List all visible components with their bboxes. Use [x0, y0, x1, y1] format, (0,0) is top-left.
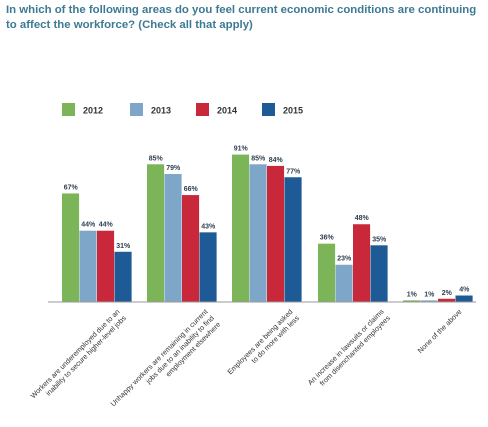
data-label-2014-cat5: 2% [442, 290, 453, 297]
data-label-2013-cat1: 44% [81, 222, 96, 229]
bar-2013-cat5 [420, 300, 438, 302]
bar-2012-cat2 [147, 164, 165, 302]
category-label-4-line-1: An increase in lawsuits or claims [306, 307, 386, 387]
bar-2013-cat1 [79, 230, 97, 302]
data-label-2014-cat1: 44% [99, 222, 114, 229]
category-label-2-line-2: jobs due to an inability to find [143, 314, 216, 387]
legend: 2012 2013 2014 2015 [62, 103, 303, 116]
data-label-2012-cat2: 85% [149, 155, 164, 162]
bar-2013-cat3 [249, 164, 267, 302]
legend-label-2014: 2014 [217, 106, 237, 116]
data-label-2015-cat2: 43% [201, 223, 216, 230]
bar-2014-cat1 [97, 230, 115, 302]
bar-2014-cat2 [182, 195, 200, 302]
data-label-2012-cat1: 67% [64, 184, 79, 191]
category-label-1-line-2: inability to secure higher-level jobs [44, 313, 128, 397]
bar-2014-cat3 [267, 165, 285, 302]
legend-label-2012: 2012 [83, 106, 103, 116]
legend-label-2013: 2013 [151, 106, 171, 116]
legend-swatch-2013 [130, 103, 143, 116]
category-labels: Workers are underemployed due to aninabi… [29, 307, 464, 408]
category-label-3-line-1: Employees are being asked [225, 307, 294, 376]
bar-2015-cat4 [370, 245, 388, 302]
category-label-2: Unhappy workers are remaining in current… [109, 307, 223, 408]
data-label-2013-cat3: 85% [251, 155, 266, 162]
bar-2015-cat2 [199, 232, 217, 302]
bar-2014-cat5 [438, 298, 456, 302]
data-label-2014-cat4: 48% [355, 215, 370, 222]
bar-2015-cat3 [284, 177, 302, 302]
data-label-2015-cat5: 4% [459, 287, 470, 294]
bar-2014-cat4 [353, 224, 371, 302]
data-label-2013-cat2: 79% [166, 165, 181, 172]
data-label-2012-cat3: 91% [234, 146, 249, 153]
legend-swatch-2014 [196, 103, 209, 116]
data-label-2014-cat2: 66% [184, 186, 199, 193]
bar-2012-cat3 [232, 154, 250, 302]
category-label-4-line-2: from disenchanted employees [318, 313, 392, 387]
bar-2015-cat5 [455, 295, 473, 302]
legend-swatch-2012 [62, 103, 75, 116]
data-label-2014-cat3: 84% [269, 157, 284, 164]
chart-title: In which of the following areas do you f… [6, 3, 476, 33]
category-label-1-line-1: Workers are underemployed due to an [29, 307, 122, 400]
bar-2015-cat1 [114, 251, 132, 302]
data-label-2015-cat4: 35% [372, 236, 387, 243]
data-label-2013-cat4: 23% [337, 256, 352, 263]
chart-title-line-1: In which of the following areas do you f… [6, 4, 477, 16]
bar-2013-cat4 [335, 264, 353, 302]
bar-2012-cat1 [62, 193, 80, 302]
data-label-2012-cat4: 36% [320, 235, 335, 242]
data-label-2012-cat5: 1% [407, 291, 418, 298]
category-label-5-line-1: None of the above [416, 307, 464, 355]
category-label-1: Workers are underemployed due to aninabi… [29, 307, 129, 400]
bar-2013-cat2 [164, 174, 182, 302]
legend-swatch-2015 [262, 103, 275, 116]
data-label-2013-cat5: 1% [424, 291, 435, 298]
data-label-2015-cat3: 77% [286, 168, 301, 175]
legend-label-2015: 2015 [283, 106, 303, 116]
bar-2012-cat4 [318, 243, 336, 302]
chart-title-line-2: to affect the workforce? (Check all that… [6, 19, 253, 31]
category-label-5: None of the above [416, 307, 464, 355]
data-label-2015-cat1: 31% [116, 243, 131, 250]
bars-group: 67%44% 44%31%85%79%66%43%91%85% 84%77%36%2… [62, 146, 473, 302]
bar-2012-cat5 [403, 300, 421, 302]
